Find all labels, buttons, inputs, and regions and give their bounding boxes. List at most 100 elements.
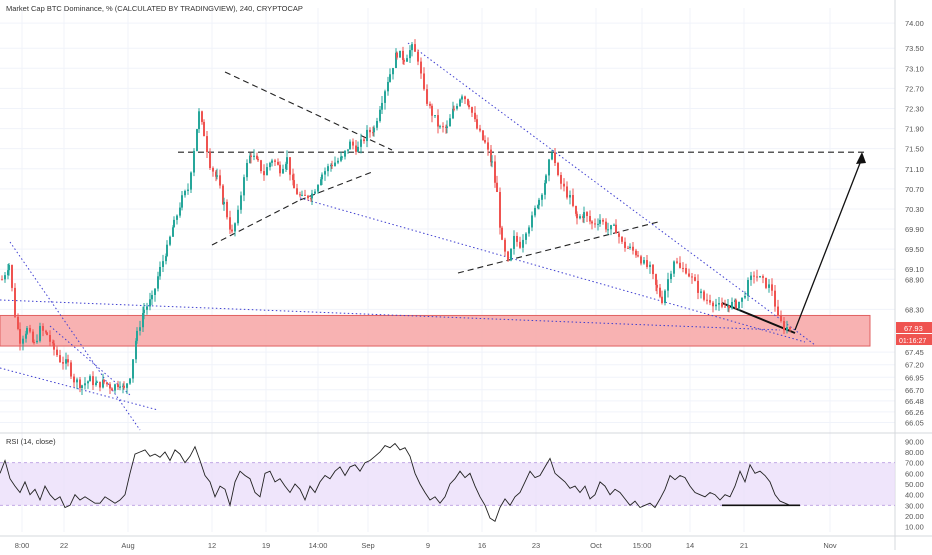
- candle-body-159: [409, 50, 411, 59]
- time-tick-label-2: Aug: [121, 541, 134, 550]
- candle-body-26: [67, 359, 69, 363]
- candle-body-13: [33, 342, 35, 344]
- candle-body-48: [123, 385, 125, 388]
- rsi-tick-label-8: 10.00: [905, 523, 924, 532]
- rsi-line[interactable]: [0, 442, 791, 522]
- candle-body-226: [586, 212, 588, 217]
- candle-body-175: [452, 108, 454, 119]
- candle-body-122: [314, 191, 316, 194]
- candle-body-166: [429, 103, 431, 106]
- candle-body-44: [114, 384, 116, 391]
- candle-body-260: [679, 262, 681, 268]
- candle-body-57: [146, 306, 148, 310]
- candle-body-110: [285, 163, 287, 169]
- candle-body-234: [607, 229, 609, 231]
- candle-body-297: [786, 327, 788, 331]
- solid-trendline[interactable]: [721, 302, 796, 334]
- support-zone[interactable]: [0, 314, 871, 347]
- price-tick-label-22: 66.05: [905, 418, 924, 427]
- candle-body-91: [234, 223, 236, 232]
- candle-body-229: [594, 223, 596, 225]
- candle-body-258: [673, 261, 675, 274]
- candle-body-134: [344, 150, 346, 157]
- candle-body-178: [459, 99, 461, 107]
- candle-body-41: [106, 382, 108, 385]
- candle-body-137: [352, 141, 354, 146]
- candle-body-55: [142, 313, 144, 328]
- price-tick-label-12: 69.10: [905, 265, 924, 274]
- candle-body-282: [741, 297, 743, 302]
- rsi-tick-label-7: 20.00: [905, 512, 924, 521]
- candle-body-46: [119, 386, 121, 388]
- candle-body-1: [4, 275, 6, 280]
- rsi-tick-label-1: 80.00: [905, 448, 924, 457]
- candle-body-246: [640, 256, 642, 264]
- candle-body-225: [583, 212, 585, 218]
- candle-body-21: [53, 343, 55, 350]
- projection-arrow-line[interactable]: [794, 157, 863, 331]
- price-tick-label-18: 66.95: [905, 373, 924, 382]
- candle-body-174: [449, 118, 451, 127]
- candle-body-218: [566, 186, 568, 198]
- candle-body-151: [389, 74, 391, 82]
- candle-body-15: [39, 326, 41, 341]
- candle-body-278: [731, 301, 733, 309]
- candle-body-14: [36, 340, 38, 343]
- candle-body-73: [187, 189, 189, 191]
- candle-body-74: [190, 172, 192, 190]
- candle-body-140: [360, 139, 362, 147]
- candle-body-112: [289, 157, 291, 175]
- candle-body-189: [487, 142, 489, 150]
- candle-body-101: [260, 160, 262, 172]
- candle-body-30: [79, 379, 81, 388]
- candle-body-277: [728, 305, 730, 309]
- candle-body-103: [266, 167, 268, 176]
- wedge-trendline-0[interactable]: [407, 42, 816, 346]
- candle-body-17: [45, 330, 47, 333]
- dashed-trendline-3[interactable]: [457, 221, 659, 274]
- countdown-label: 01:16:27: [899, 338, 926, 345]
- dashed-trendline-1[interactable]: [211, 199, 301, 246]
- candle-body-169: [437, 115, 439, 127]
- candle-body-245: [637, 255, 639, 257]
- candle-body-236: [613, 224, 615, 226]
- candle-body-118: [304, 194, 306, 196]
- candle-body-50: [129, 378, 131, 384]
- candle-body-206: [534, 208, 536, 216]
- candle-body-84: [216, 175, 218, 177]
- candle-body-3: [8, 265, 10, 271]
- candle-body-240: [624, 241, 626, 248]
- candle-body-12: [32, 331, 34, 343]
- candle-body-32: [84, 383, 86, 386]
- time-tick-label-10: Oct: [590, 541, 603, 550]
- candle-body-292: [771, 284, 773, 291]
- candle-body-92: [237, 209, 239, 224]
- candle-body-87: [223, 201, 225, 205]
- time-tick-label-5: 14:00: [309, 541, 328, 550]
- candle-body-177: [456, 106, 458, 109]
- candle-body-153: [395, 52, 397, 69]
- candle-body-183: [471, 107, 473, 113]
- candle-body-223: [579, 216, 581, 219]
- candle-body-54: [139, 327, 141, 331]
- candle-body-248: [646, 260, 648, 267]
- candle-body-204: [528, 227, 530, 234]
- candle-body-125: [321, 174, 323, 180]
- dashed-trendline-0[interactable]: [224, 71, 393, 151]
- candle-body-239: [621, 236, 623, 242]
- candle-body-123: [317, 185, 319, 192]
- candle-body-215: [557, 163, 559, 176]
- candle-body-8: [22, 338, 24, 344]
- candle-body-120: [310, 198, 312, 200]
- candle-body-67: [172, 227, 174, 237]
- candle-body-126: [324, 171, 326, 175]
- wedge-trendline-4[interactable]: [0, 367, 159, 411]
- rsi-tick-label-6: 30.00: [905, 501, 924, 510]
- candle-body-267: [700, 291, 702, 293]
- rsi-pane-title: RSI (14, close): [6, 437, 56, 446]
- wedge-trendline-5[interactable]: [49, 325, 131, 396]
- rsi-tick-label-2: 70.00: [905, 459, 924, 468]
